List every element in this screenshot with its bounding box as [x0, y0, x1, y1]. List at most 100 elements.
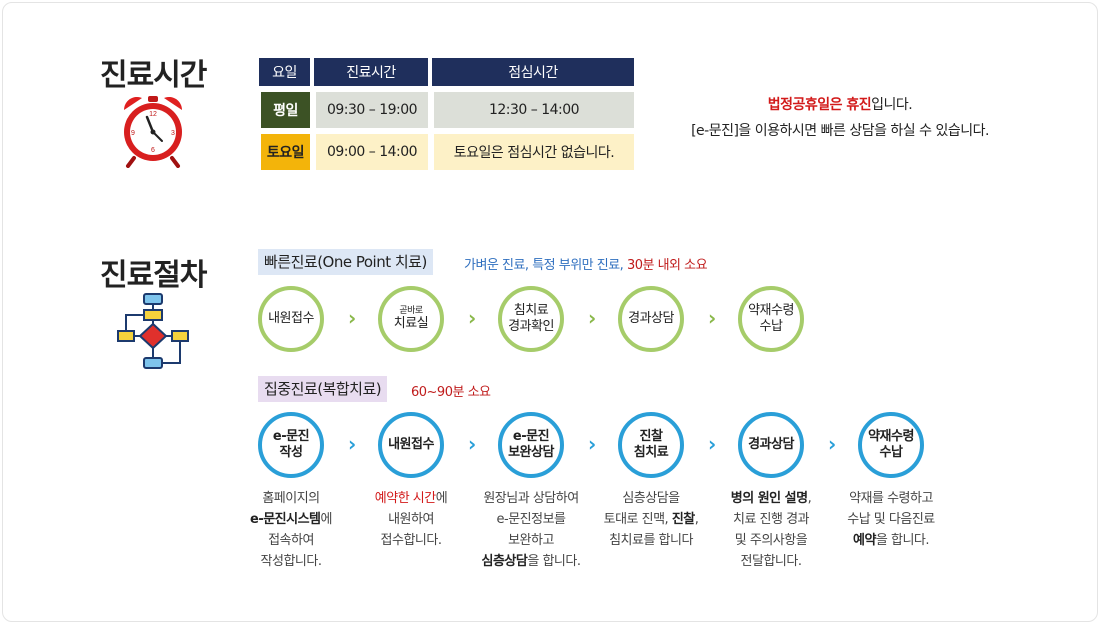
quick-desc-time: 30분 내외 소요: [626, 258, 708, 273]
chevron-right-icon: ›: [468, 432, 477, 456]
desc-line: 수납 및 다음진료: [847, 512, 935, 527]
intensive-step-reception: 내원접수: [378, 412, 444, 478]
desc-line: 치료 진행 경과: [732, 512, 810, 527]
svg-text:3: 3: [171, 130, 175, 137]
saturday-hours: 09:00 – 14:00: [316, 134, 428, 170]
desc-text: 을 합니다.: [875, 533, 930, 548]
step-label: 경과상담: [628, 311, 674, 326]
notice-holiday-suffix: 입니다.: [871, 97, 913, 113]
desc-line: 접수합니다.: [380, 533, 442, 548]
desc-red: 예약한 시간: [374, 491, 436, 506]
quick-treatment-desc: 가벼운 진료, 특정 부위만 진료, 30분 내외 소요: [464, 254, 708, 273]
step-label: 내원접수: [388, 437, 434, 452]
step-desc-pickup: 약재를 수령하고 수납 및 다음진료 예약을 합니다.: [831, 488, 951, 551]
intensive-step-pickup: 약재수령 수납: [858, 412, 924, 478]
step-sublabel: 곧바로: [399, 306, 423, 316]
step-label-2: 경과확인: [508, 319, 554, 334]
step-label-2: 침치료: [633, 445, 669, 460]
desc-line: 심층상담을: [622, 491, 680, 506]
table-header-lunch: 점심시간: [432, 58, 634, 86]
desc-bold: 병의 원인 설명: [730, 491, 808, 506]
intensive-step-consult: 경과상담: [738, 412, 804, 478]
quick-step-consult: 경과상담: [618, 286, 684, 352]
chevron-right-icon: ›: [708, 306, 717, 330]
saturday-lunch: 토요일은 점심시간 없습니다.: [434, 134, 634, 170]
step-label-2: 보완상담: [508, 445, 554, 460]
desc-line: 침치료를 합니다: [609, 533, 693, 548]
holiday-notice: 법정공휴일은 휴진입니다. [e-문진]을 이용하시면 빠른 상담을 하실 수 …: [640, 92, 1040, 144]
desc-line: 예약한 시간에: [351, 488, 471, 509]
notice-line-1: 법정공휴일은 휴진입니다.: [640, 92, 1040, 118]
step-label: e-문진: [272, 429, 310, 444]
desc-line: 전달합니다.: [740, 554, 802, 569]
desc-line: 심층상담을 합니다.: [471, 551, 591, 572]
chevron-right-icon: ›: [468, 306, 477, 330]
quick-treatment-tag: 빠른진료(One Point 치료): [258, 249, 433, 275]
desc-text: ,: [694, 512, 699, 527]
intensive-treatment-tag: 집중진료(복합치료): [258, 376, 388, 402]
step-label-2: 작성: [279, 445, 303, 460]
step-desc-examination: 심층상담을 토대로 진맥, 진찰, 침치료를 합니다: [591, 488, 711, 551]
desc-line: 보완하고: [508, 533, 554, 548]
step-label: 내원접수: [268, 311, 314, 326]
desc-text: 토대로 진맥,: [603, 512, 672, 527]
intensive-treatment-desc: 60~90분 소요: [411, 385, 491, 400]
chevron-right-icon: ›: [348, 306, 357, 330]
desc-line: 예약을 합니다.: [831, 530, 951, 551]
desc-text: 에: [435, 491, 448, 506]
quick-step-acupuncture: 침치료 경과확인: [498, 286, 564, 352]
svg-text:12: 12: [149, 111, 157, 118]
desc-line: 병의 원인 설명,: [711, 488, 831, 509]
desc-text: ,: [807, 491, 812, 506]
step-label-2: 수납: [759, 319, 783, 334]
step-label: 약재수령: [868, 429, 914, 444]
table-header-hours: 진료시간: [314, 58, 428, 86]
step-label: 치료실: [393, 316, 429, 331]
desc-line: 약재를 수령하고: [849, 491, 933, 506]
intensive-step-supplement-consult: e-문진 보완상담: [498, 412, 564, 478]
desc-bold: 심층상담: [481, 554, 528, 569]
desc-line: 원장님과 상담하여: [483, 491, 579, 506]
step-label: 경과상담: [748, 437, 794, 452]
desc-bold: 예약: [852, 533, 876, 548]
intensive-step-examination: 진찰 침치료: [618, 412, 684, 478]
desc-line: 접속하여: [268, 533, 314, 548]
table-header-day: 요일: [259, 58, 310, 86]
chevron-right-icon: ›: [588, 306, 597, 330]
step-label: 진찰: [639, 429, 663, 444]
chevron-right-icon: ›: [708, 432, 717, 456]
desc-line: e-문진시스템에: [231, 509, 351, 530]
chevron-right-icon: ›: [828, 432, 837, 456]
desc-line: 작성합니다.: [260, 554, 322, 569]
quick-step-treatment-room: 곧바로 치료실: [378, 286, 444, 352]
intensive-step-equestionnaire: e-문진 작성: [258, 412, 324, 478]
chevron-right-icon: ›: [348, 432, 357, 456]
desc-line: 토대로 진맥, 진찰,: [591, 509, 711, 530]
chevron-right-icon: ›: [588, 432, 597, 456]
flowchart-icon: [117, 293, 189, 369]
desc-text: 을 합니다.: [527, 554, 581, 569]
svg-text:6: 6: [151, 147, 155, 154]
procedure-title: 진료절차: [100, 258, 207, 293]
weekday-lunch: 12:30 – 14:00: [434, 92, 634, 128]
step-label: 약재수령: [748, 303, 794, 318]
alarm-clock-icon: 12 3 6 9: [124, 96, 182, 168]
desc-bold: 진찰: [671, 512, 695, 527]
desc-line: 및 주의사항을: [734, 533, 808, 548]
svg-text:9: 9: [131, 130, 135, 137]
quick-step-reception: 내원접수: [258, 286, 324, 352]
desc-text: 에: [320, 512, 333, 527]
desc-bold: e-문진시스템: [250, 512, 321, 527]
step-label-2: 수납: [879, 445, 903, 460]
weekday-cell: 평일: [261, 92, 310, 128]
weekday-hours: 09:30 – 19:00: [316, 92, 428, 128]
step-desc-supplement: 원장님과 상담하여 e-문진정보를 보완하고 심층상담을 합니다.: [471, 488, 591, 572]
desc-line: 홈페이지의: [262, 491, 320, 506]
saturday-cell: 토요일: [261, 134, 310, 170]
step-label: 침치료: [513, 303, 549, 318]
hours-title: 진료시간: [100, 58, 207, 93]
notice-holiday-text: 법정공휴일은 휴진: [767, 97, 872, 113]
quick-step-pickup: 약재수령 수납: [738, 286, 804, 352]
desc-line: 내원하여: [388, 512, 434, 527]
notice-line-2: [e-문진]을 이용하시면 빠른 상담을 하실 수 있습니다.: [691, 123, 989, 139]
